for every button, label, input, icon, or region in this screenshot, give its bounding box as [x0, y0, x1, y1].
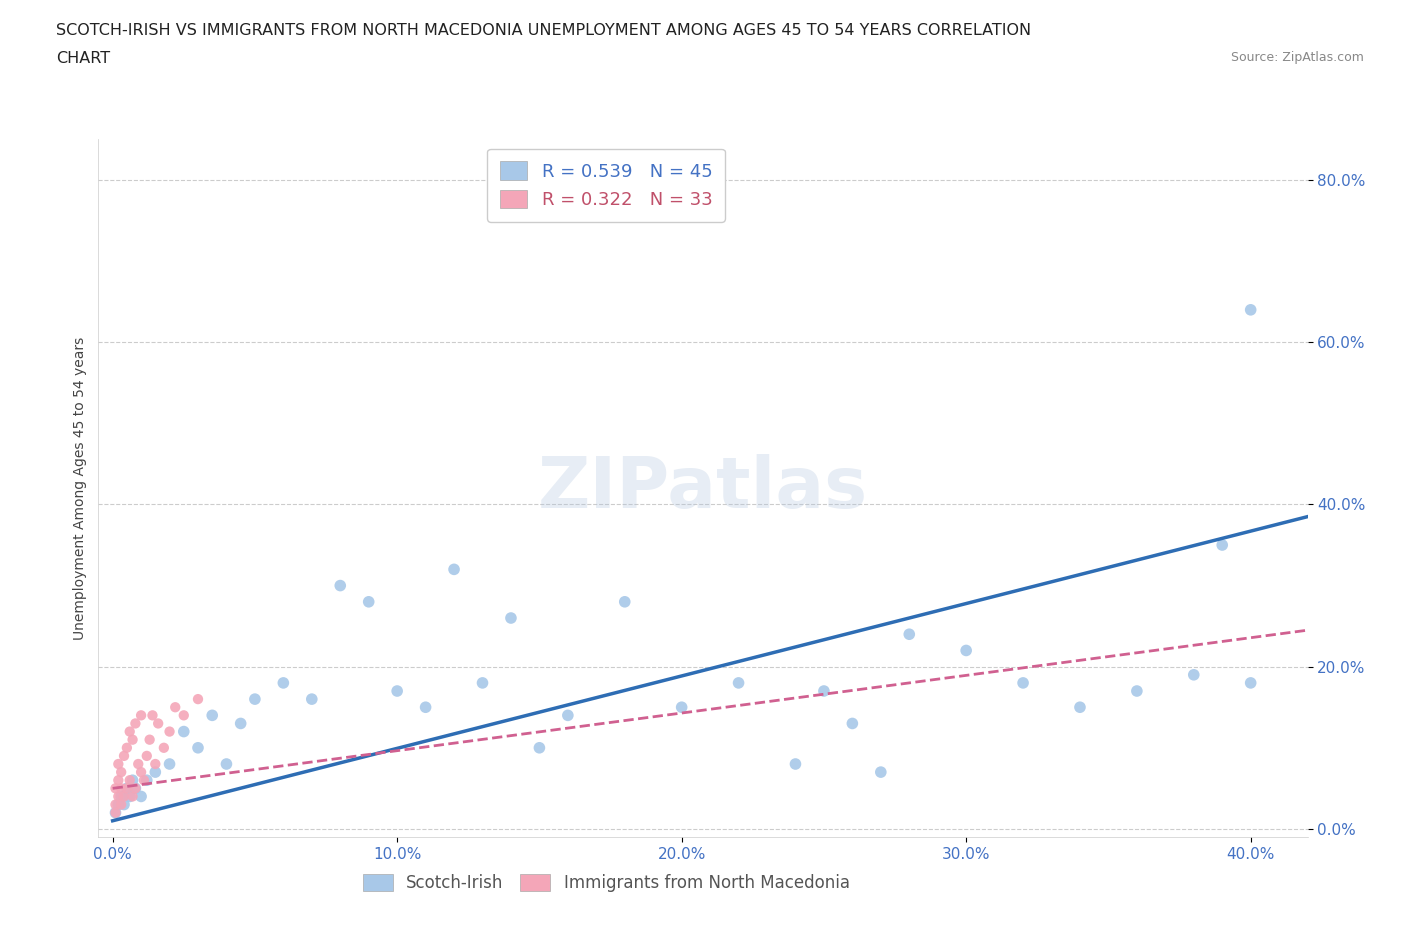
Point: [187, 692, 209, 707]
Point: [187, 740, 209, 755]
Point: [813, 684, 835, 698]
Point: [107, 773, 129, 788]
Point: [124, 781, 146, 796]
Point: [104, 805, 127, 820]
Point: [898, 627, 921, 642]
Point: [785, 757, 807, 772]
Point: [129, 789, 152, 804]
Point: [1069, 699, 1091, 714]
Point: [121, 789, 143, 804]
Point: [124, 781, 146, 796]
Point: [110, 764, 132, 779]
Point: [727, 675, 749, 690]
Point: [132, 773, 155, 788]
Point: [357, 594, 380, 609]
Point: [201, 708, 224, 723]
Point: [135, 749, 157, 764]
Point: [273, 675, 295, 690]
Point: [107, 797, 129, 812]
Point: [557, 708, 579, 723]
Point: [1240, 675, 1263, 690]
Point: [229, 716, 252, 731]
Point: [124, 716, 146, 731]
Point: [104, 797, 127, 812]
Point: [135, 773, 157, 788]
Point: [110, 789, 132, 804]
Point: [121, 773, 143, 788]
Point: [529, 740, 551, 755]
Point: [613, 594, 636, 609]
Point: [159, 757, 181, 772]
Y-axis label: Unemployment Among Ages 45 to 54 years: Unemployment Among Ages 45 to 54 years: [73, 337, 87, 640]
Point: [110, 781, 132, 796]
Point: [121, 732, 143, 747]
Point: [173, 708, 195, 723]
Point: [215, 757, 238, 772]
Point: [165, 699, 187, 714]
Point: [1182, 668, 1205, 683]
Legend: Scotch-Irish, Immigrants from North Macedonia: Scotch-Irish, Immigrants from North Mace…: [356, 867, 856, 898]
Point: [1211, 538, 1233, 552]
Point: [301, 692, 323, 707]
Point: [146, 716, 169, 731]
Point: [443, 562, 465, 577]
Point: [115, 740, 138, 755]
Point: [671, 699, 693, 714]
Point: [159, 724, 181, 739]
Point: [329, 578, 352, 593]
Point: [385, 684, 408, 698]
Point: [141, 708, 163, 723]
Point: [118, 789, 141, 804]
Point: [115, 781, 138, 796]
Point: [499, 611, 522, 626]
Text: ZIPatlas: ZIPatlas: [538, 454, 868, 523]
Point: [115, 781, 138, 796]
Point: [112, 749, 135, 764]
Point: [1240, 302, 1263, 317]
Point: [153, 740, 176, 755]
Point: [112, 789, 135, 804]
Point: [127, 757, 149, 772]
Point: [243, 692, 266, 707]
Point: [415, 699, 437, 714]
Point: [1012, 675, 1035, 690]
Point: [104, 805, 127, 820]
Point: [1126, 684, 1149, 698]
Text: CHART: CHART: [56, 51, 110, 66]
Point: [955, 643, 977, 658]
Point: [118, 724, 141, 739]
Point: [110, 797, 132, 812]
Point: [138, 732, 160, 747]
Point: [143, 757, 166, 772]
Point: [129, 708, 152, 723]
Text: Source: ZipAtlas.com: Source: ZipAtlas.com: [1230, 51, 1364, 64]
Point: [471, 675, 494, 690]
Point: [143, 764, 166, 779]
Point: [118, 773, 141, 788]
Point: [107, 757, 129, 772]
Point: [107, 789, 129, 804]
Point: [129, 764, 152, 779]
Point: [112, 797, 135, 812]
Point: [104, 781, 127, 796]
Point: [173, 724, 195, 739]
Point: [841, 716, 863, 731]
Text: SCOTCH-IRISH VS IMMIGRANTS FROM NORTH MACEDONIA UNEMPLOYMENT AMONG AGES 45 TO 54: SCOTCH-IRISH VS IMMIGRANTS FROM NORTH MA…: [56, 23, 1032, 38]
Point: [869, 764, 891, 779]
